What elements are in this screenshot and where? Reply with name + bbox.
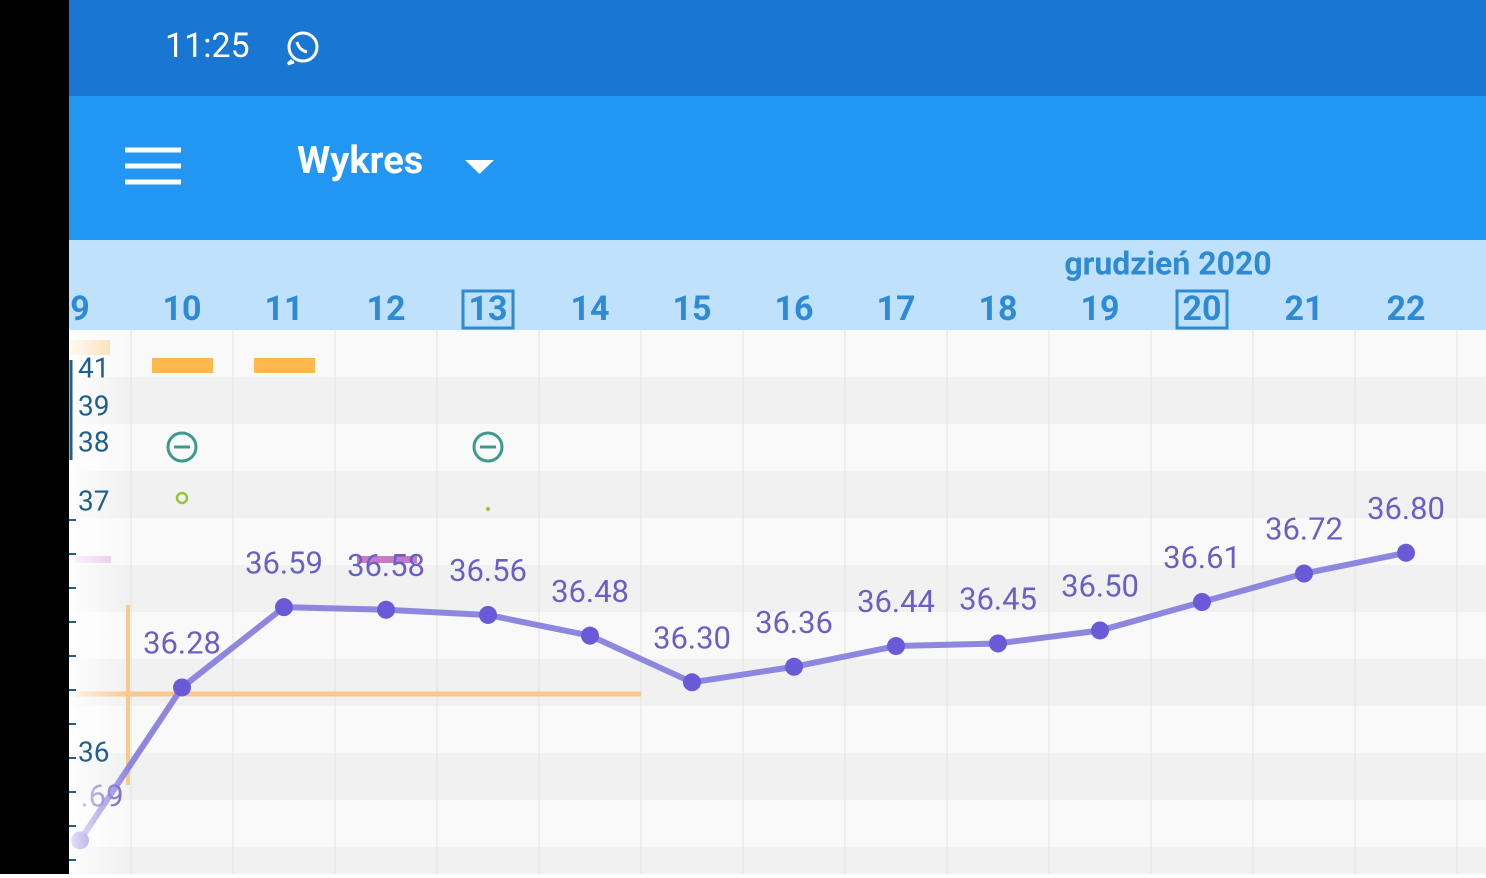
- temperature-point: [683, 673, 701, 692]
- temperature-point: [479, 605, 497, 624]
- row-band: [69, 659, 1486, 706]
- status-bar: [69, 0, 1486, 96]
- today-box: [461, 289, 515, 330]
- left-axis-label: 41: [78, 351, 109, 384]
- temperature-point: [1295, 564, 1313, 583]
- temperature-point: [377, 600, 395, 619]
- value-label: 36.56: [449, 552, 527, 589]
- temperature-point: [887, 637, 905, 656]
- temperature-point: [785, 657, 803, 676]
- symbol: [166, 431, 198, 463]
- row-band: [69, 424, 1486, 471]
- marker: [357, 556, 417, 563]
- temperature-point: [275, 598, 293, 617]
- row-band: [69, 753, 1486, 800]
- day-label: 11: [264, 289, 303, 329]
- temperature-point: [989, 634, 1007, 653]
- left-axis-label: 39: [78, 389, 109, 422]
- plot: .6936.2836.5936.5836.5636.4836.3036.3636…: [70, 340, 1445, 850]
- bands: [69, 330, 1486, 878]
- temperature-point: [1193, 593, 1211, 611]
- symbol: [175, 491, 189, 505]
- day-label: 21: [1284, 289, 1323, 329]
- today-box: [1175, 289, 1229, 330]
- value-label: 36.48: [551, 573, 629, 610]
- value-label: 36.28: [143, 625, 221, 662]
- value-label: 36.30: [653, 619, 731, 656]
- day-label: 15: [672, 289, 711, 329]
- value-label: 36.80: [1367, 490, 1445, 527]
- symbol: [472, 431, 504, 463]
- app-title[interactable]: Wykres: [297, 139, 423, 183]
- value-label: 36.36: [755, 604, 833, 641]
- value-label: 36.61: [1163, 539, 1241, 576]
- row-band: [69, 518, 1486, 565]
- day-label: 17: [876, 289, 915, 329]
- dropdown-arrow[interactable]: [465, 160, 494, 174]
- day-label: 10: [162, 289, 201, 329]
- value-label: 36.59: [245, 544, 323, 581]
- period-marker: [152, 358, 213, 373]
- day-label: 13: [468, 289, 507, 329]
- value-label: 36.72: [1265, 511, 1343, 548]
- value-label: 36.58: [347, 547, 425, 584]
- screen-edge: [0, 0, 69, 874]
- whatsapp-icon: [286, 31, 319, 66]
- app-bar: [69, 96, 1486, 240]
- date-header: [69, 240, 1486, 330]
- left-axis-label: 36: [78, 735, 109, 768]
- day-label: 18: [978, 289, 1017, 329]
- row-band: [69, 377, 1486, 424]
- temperature-point: [1091, 621, 1109, 640]
- day-label: 14: [570, 289, 609, 329]
- temperature-point: [1397, 543, 1415, 562]
- period-marker: [254, 358, 315, 373]
- temperature-line: [77, 549, 1407, 842]
- status-time: 11:25: [165, 26, 250, 66]
- value-label: 36.45: [959, 581, 1037, 618]
- symbol: [486, 507, 490, 511]
- day-label: 19: [1080, 289, 1119, 329]
- day-label: 16: [774, 289, 813, 329]
- value-label: 36.44: [857, 583, 935, 620]
- row-band: [69, 612, 1486, 659]
- left-axis-label: 38: [78, 425, 109, 458]
- left-fade: [69, 330, 129, 874]
- row-band: [69, 847, 1486, 878]
- row-band: [69, 800, 1486, 847]
- row-band: [69, 471, 1486, 518]
- day-label: 12: [366, 289, 405, 329]
- day-label: 9: [70, 289, 90, 329]
- temperature-point: [173, 678, 191, 697]
- day-label: 22: [1386, 289, 1425, 329]
- month-label: grudzień 2020: [1064, 244, 1271, 282]
- row-band: [69, 706, 1486, 753]
- menu-button[interactable]: [125, 147, 181, 185]
- value-label: 36.50: [1061, 568, 1139, 605]
- left-axis-label: 37: [78, 484, 109, 517]
- temperature-point: [581, 626, 599, 645]
- day-label: 20: [1182, 289, 1221, 329]
